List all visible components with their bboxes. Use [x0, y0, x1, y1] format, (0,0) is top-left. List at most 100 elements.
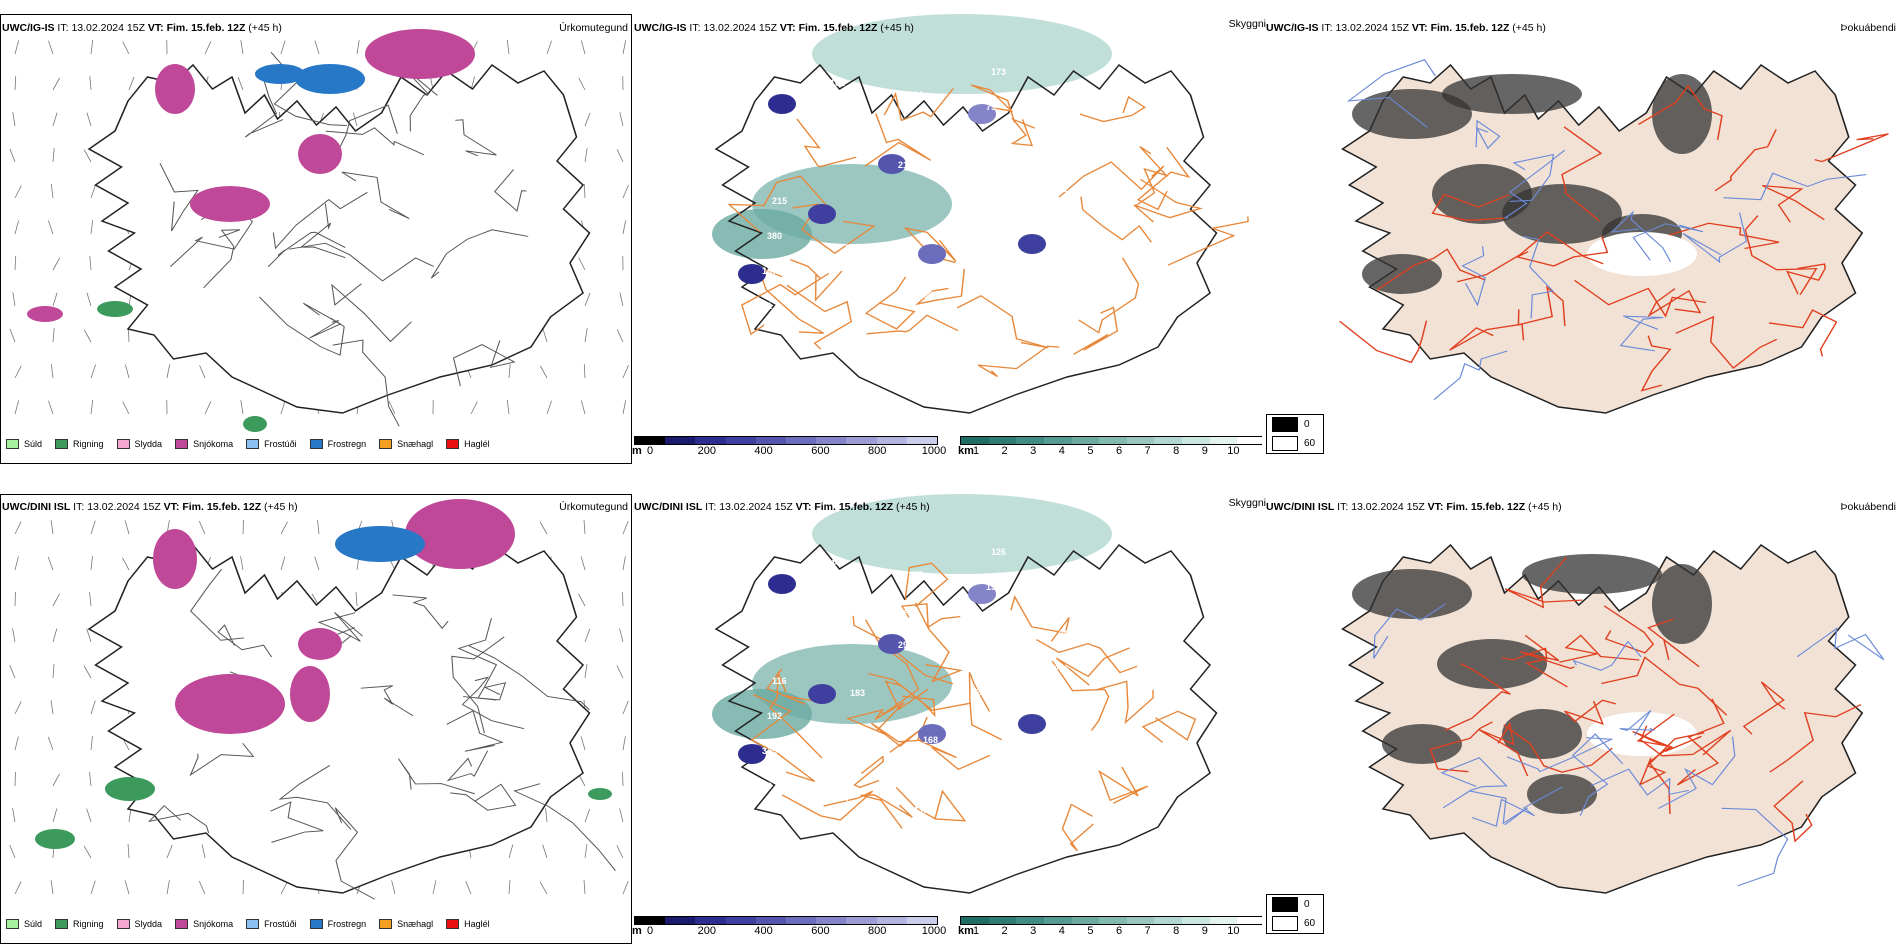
rain-area [105, 777, 155, 801]
legend-swatch [379, 439, 393, 449]
colorbar-cell [755, 437, 787, 444]
wind-barb [86, 112, 92, 127]
panel-title-visibility: Skyggni [1228, 497, 1266, 509]
colorbar-tick: 10 [1227, 445, 1240, 457]
colorbar-tick: 600 [811, 445, 830, 457]
colorbar-cell [1209, 917, 1238, 924]
legend-item: Slydda [116, 439, 162, 449]
colorbar-cell [1182, 917, 1210, 924]
legend-swatch [55, 919, 69, 929]
snow-area [175, 674, 285, 734]
legend-swatch [175, 439, 189, 449]
cloud-base-label: 134 [986, 582, 1001, 592]
cloud-base-label: 97 [1049, 219, 1059, 229]
wind-barb [14, 736, 19, 751]
cloud-base-label: 177 [908, 570, 923, 580]
legend-label: Snjókoma [193, 919, 234, 929]
legend-label: Snæhagl [397, 439, 434, 449]
legend-item: Frostúði [246, 439, 297, 449]
wind-barb [14, 185, 22, 199]
low-cloud-area [1018, 234, 1046, 254]
cloud-base-label: 201 [903, 605, 918, 615]
precip-type-legend: Súld Rigning Slydda Snjókoma Frostúði Frostre… [6, 439, 503, 449]
cloud-base-label: 414 [981, 617, 996, 627]
cloud-base-label: 436 [913, 805, 928, 815]
wind-barb [584, 808, 591, 823]
panel-title-precip-type: Úrkomutegund [559, 22, 628, 34]
cloud-base-label: 307 [1059, 629, 1074, 639]
header-visibility: UWC/IG-IS IT: 13.02.2024 15Z VT: Fim. 15… [634, 22, 914, 34]
colorbar-tick: 8 [1173, 445, 1180, 457]
wind-barb [12, 292, 16, 307]
wind-barb [237, 76, 244, 91]
wind-barb [124, 364, 130, 379]
fog-dense-area [1652, 74, 1712, 154]
wind-barb [619, 808, 624, 823]
river-network [1373, 603, 1885, 887]
wind-barb [128, 76, 135, 91]
wind-barb [52, 593, 60, 607]
vt-label: VT: [1411, 22, 1428, 34]
colorbar-tick: 1000 [921, 445, 947, 457]
fog-dense-area [1352, 89, 1472, 139]
wind-barb [83, 329, 92, 343]
legend-label: Rigning [73, 919, 104, 929]
cloud-base-label: 381 [1059, 149, 1074, 159]
legend-item: Frostúði [246, 919, 297, 929]
lead-time: (+45 h) [896, 501, 930, 513]
wind-barb [317, 520, 320, 535]
wind-barb [50, 184, 54, 199]
legend-swatch [116, 919, 130, 929]
wind-barb [616, 149, 624, 163]
wind-barb [584, 328, 588, 343]
visibility-panel-bottom: 332 233 294 523 303 239 440 201 93 410 325 297 177 41… [632, 494, 1262, 944]
wind-barb [583, 183, 586, 199]
wind-barb [508, 364, 511, 379]
low-cloud-area [918, 724, 946, 744]
wind-barb [542, 844, 548, 859]
colorbar-cell [635, 437, 666, 444]
colorbar-tick: 200 [697, 445, 716, 457]
colorbar-tick: 4 [1058, 445, 1065, 457]
colorbar-tick: 600 [811, 925, 830, 937]
legend-label: Snjókoma [193, 439, 234, 449]
cloud-base-labels: 172 478 212 135 204 141 162 283 206 97 167 122 224 30… [752, 66, 1079, 335]
model-name: UWC/DINI ISL [1266, 501, 1335, 513]
colorbar-tick: 200 [697, 925, 716, 937]
wind-barb [52, 328, 55, 343]
colorbar-cell [1154, 917, 1183, 924]
visibility-colorbar: 1 2 3 4 5 6 7 8 9 10 km [958, 916, 1262, 937]
wind-barb [584, 628, 591, 643]
colorbar-tick: 2 [1001, 925, 1008, 937]
legend-label: Frostregn [327, 439, 367, 449]
legend-swatch [446, 919, 460, 929]
colorbar-cell [1209, 437, 1238, 444]
snow-area [298, 134, 342, 174]
legend-label: Súld [24, 439, 43, 449]
wind-barb [508, 844, 514, 859]
wind-barb [9, 664, 16, 679]
colorbar-ticks: 1 2 3 4 5 6 7 8 9 10 [960, 925, 1262, 937]
snow-area [298, 628, 342, 660]
wind-barb [52, 292, 58, 307]
colorbar-tick: 400 [754, 445, 773, 457]
legend-item: Haglél [446, 919, 490, 929]
wind-barb [314, 40, 320, 55]
colorbar-cell [1126, 917, 1155, 924]
precip-type-frame [0, 14, 632, 464]
colorbar-unit: km [958, 925, 974, 937]
fog-dense-area [1522, 554, 1662, 594]
colorbar-unit: km [958, 445, 974, 457]
wind-barb [578, 257, 586, 271]
wind-barb [580, 556, 586, 571]
wind-barb [89, 592, 92, 607]
colorbar-cell [786, 917, 817, 924]
wind-barb [280, 881, 288, 895]
legend-item: Rigning [55, 439, 104, 449]
header-fog: UWC/IG-IS IT: 13.02.2024 15Z VT: Fim. 15… [1266, 22, 1546, 34]
wind-barb [14, 400, 20, 415]
it-label: IT: [1321, 22, 1333, 34]
wind-barb [240, 556, 244, 571]
colorbar-tick: 2 [1001, 445, 1008, 457]
low-cloud-area [918, 244, 946, 264]
